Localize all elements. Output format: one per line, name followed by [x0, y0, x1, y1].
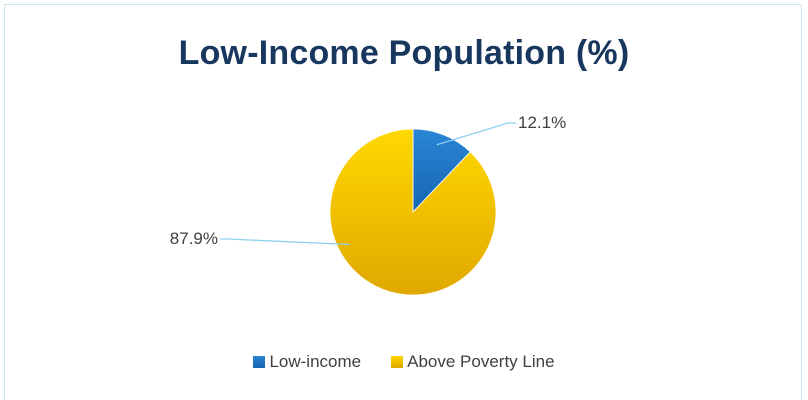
legend-swatch-above-poverty-line	[391, 356, 404, 368]
legend-swatch-low-income	[253, 356, 266, 368]
pie-slice-above-poverty-line[interactable]	[329, 128, 497, 296]
legend-item-low-income[interactable]: Low-income	[253, 352, 361, 372]
leader-line-1	[220, 238, 350, 246]
data-label-low-income: 12.1%	[518, 113, 566, 132]
leader-line-0	[436, 122, 516, 146]
legend-item-above-poverty-line[interactable]: Above Poverty Line	[391, 352, 555, 372]
data-label-above-poverty-line: 87.9%	[170, 229, 218, 248]
legend: Low-income Above Poverty Line	[0, 352, 808, 372]
legend-label-above-poverty-line: Above Poverty Line	[407, 352, 555, 371]
legend-label-low-income: Low-income	[269, 352, 362, 371]
pie-slice-low-income[interactable]	[412, 128, 471, 214]
chart-title: Low-Income Population (%)	[178, 34, 630, 72]
